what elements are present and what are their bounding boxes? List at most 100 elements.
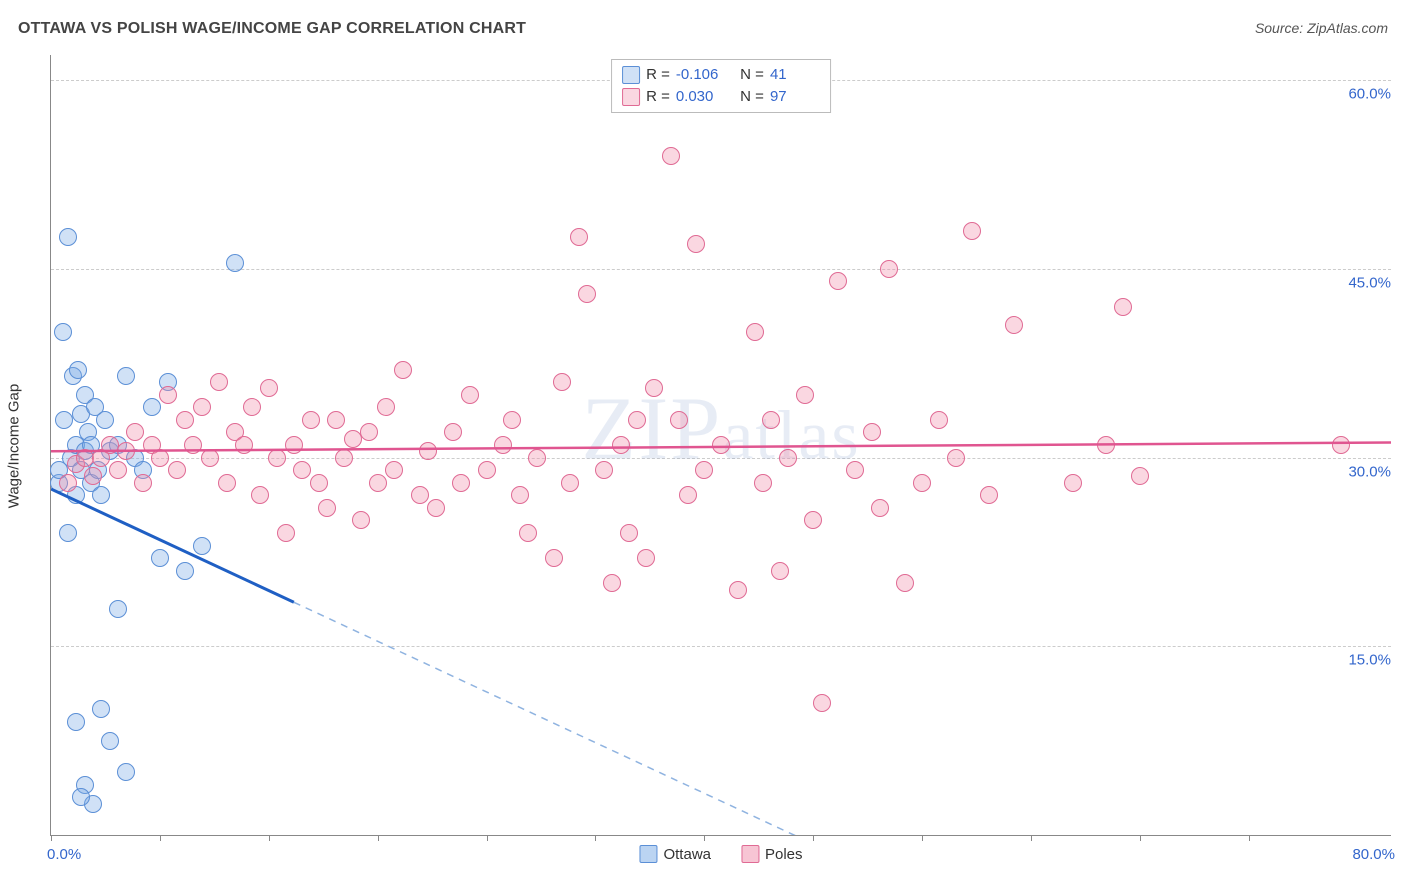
scatter-point <box>1332 436 1350 454</box>
scatter-point <box>394 361 412 379</box>
legend-item: Poles <box>741 845 803 863</box>
watermark-text: ZIPatlas <box>581 378 860 481</box>
scatter-point <box>360 423 378 441</box>
stats-n-value: 41 <box>770 64 820 86</box>
x-tick <box>269 835 270 841</box>
scatter-point <box>302 411 320 429</box>
scatter-point <box>318 499 336 517</box>
gridline <box>51 646 1391 647</box>
scatter-point <box>863 423 881 441</box>
scatter-point <box>55 411 73 429</box>
scatter-point <box>226 254 244 272</box>
scatter-point <box>101 732 119 750</box>
scatter-point <box>235 436 253 454</box>
scatter-point <box>980 486 998 504</box>
scatter-point <box>427 499 445 517</box>
x-tick <box>704 835 705 841</box>
gridline <box>51 269 1391 270</box>
scatter-point <box>519 524 537 542</box>
scatter-point <box>779 449 797 467</box>
scatter-point <box>1131 467 1149 485</box>
scatter-point <box>285 436 303 454</box>
scatter-point <box>612 436 630 454</box>
scatter-point <box>184 436 202 454</box>
scatter-point <box>712 436 730 454</box>
x-tick <box>378 835 379 841</box>
scatter-point <box>880 260 898 278</box>
scatter-point <box>69 361 87 379</box>
scatter-point <box>59 524 77 542</box>
scatter-point <box>494 436 512 454</box>
scatter-point <box>377 398 395 416</box>
scatter-point <box>913 474 931 492</box>
stats-r-label: R = <box>646 86 670 108</box>
scatter-point <box>628 411 646 429</box>
scatter-point <box>243 398 261 416</box>
x-tick <box>813 835 814 841</box>
scatter-point <box>54 323 72 341</box>
scatter-plot-area: ZIPatlas R =-0.106 N =41R =0.030 N =97 O… <box>50 55 1391 836</box>
scatter-point <box>385 461 403 479</box>
scatter-point <box>327 411 345 429</box>
scatter-point <box>444 423 462 441</box>
scatter-point <box>796 386 814 404</box>
stats-r-value: 0.030 <box>676 86 726 108</box>
scatter-point <box>151 449 169 467</box>
scatter-point <box>72 788 90 806</box>
scatter-point <box>335 449 353 467</box>
scatter-point <box>729 581 747 599</box>
scatter-point <box>478 461 496 479</box>
scatter-point <box>218 474 236 492</box>
x-tick <box>160 835 161 841</box>
scatter-point <box>670 411 688 429</box>
scatter-point <box>411 486 429 504</box>
scatter-point <box>804 511 822 529</box>
scatter-point <box>553 373 571 391</box>
scatter-point <box>645 379 663 397</box>
x-tick <box>922 835 923 841</box>
scatter-point <box>176 411 194 429</box>
scatter-point <box>829 272 847 290</box>
scatter-point <box>679 486 697 504</box>
x-axis-min-label: 0.0% <box>47 846 81 863</box>
x-tick <box>1140 835 1141 841</box>
source-label: Source: ZipAtlas.com <box>1255 20 1388 36</box>
stats-n-value: 97 <box>770 86 820 108</box>
scatter-point <box>117 763 135 781</box>
legend-swatch <box>622 66 640 84</box>
scatter-point <box>59 474 77 492</box>
stats-row: R =-0.106 N =41 <box>622 64 820 86</box>
scatter-point <box>344 430 362 448</box>
x-axis-max-label: 80.0% <box>1352 846 1395 863</box>
scatter-point <box>695 461 713 479</box>
scatter-point <box>352 511 370 529</box>
scatter-point <box>193 537 211 555</box>
scatter-point <box>511 486 529 504</box>
scatter-point <box>151 549 169 567</box>
legend-swatch <box>639 845 657 863</box>
legend-swatch <box>622 88 640 106</box>
trend-line <box>294 602 889 835</box>
x-tick <box>1249 835 1250 841</box>
x-tick <box>487 835 488 841</box>
scatter-point <box>503 411 521 429</box>
scatter-point <box>59 228 77 246</box>
scatter-point <box>620 524 638 542</box>
y-tick-label: 60.0% <box>1346 86 1393 103</box>
scatter-point <box>67 713 85 731</box>
scatter-point <box>754 474 772 492</box>
scatter-point <box>260 379 278 397</box>
y-axis-label: Wage/Income Gap <box>6 384 23 509</box>
scatter-point <box>896 574 914 592</box>
scatter-point <box>570 228 588 246</box>
scatter-point <box>251 486 269 504</box>
stats-r-value: -0.106 <box>676 64 726 86</box>
scatter-point <box>1064 474 1082 492</box>
scatter-point <box>813 694 831 712</box>
x-tick <box>1031 835 1032 841</box>
scatter-point <box>1114 298 1132 316</box>
scatter-point <box>92 700 110 718</box>
scatter-point <box>109 600 127 618</box>
trend-line <box>51 489 294 602</box>
scatter-point <box>159 386 177 404</box>
